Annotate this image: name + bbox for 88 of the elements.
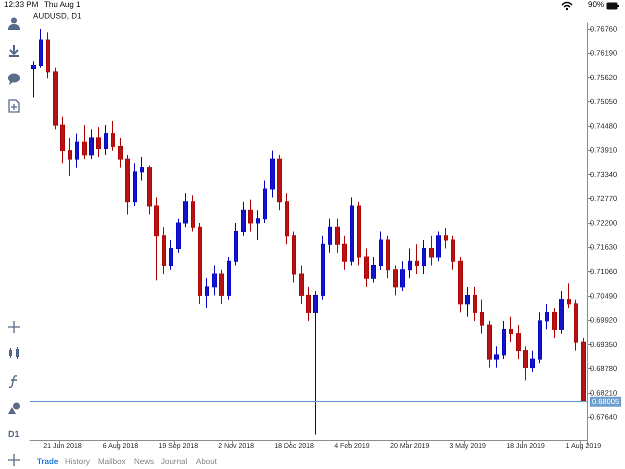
candlestick <box>458 256 463 313</box>
text: Trade <box>37 457 58 466</box>
candlestick <box>357 201 361 266</box>
candlestick <box>530 350 535 372</box>
candlestick <box>400 260 405 292</box>
candlestick <box>321 235 325 300</box>
text: 90% <box>588 0 604 9</box>
text: About <box>196 457 217 466</box>
candlestick <box>227 256 231 300</box>
candlestick <box>516 324 521 360</box>
candlestick <box>480 299 484 334</box>
candlestick <box>219 269 224 304</box>
candlestick <box>248 199 253 232</box>
candlestick <box>140 156 144 181</box>
text: News <box>134 457 154 466</box>
candlestick <box>422 240 426 275</box>
candlestick <box>162 226 166 275</box>
candlestick <box>393 265 398 296</box>
candlestick <box>234 222 238 266</box>
candlestick <box>53 67 58 130</box>
candlestick <box>125 154 130 215</box>
candlestick <box>567 282 571 309</box>
candlestick <box>111 120 115 152</box>
candlestick <box>39 28 43 68</box>
candlestick <box>444 228 448 250</box>
text: Thu Aug 1 <box>44 0 80 9</box>
candlestick <box>371 256 376 284</box>
candlestick <box>538 312 542 364</box>
text: Mailbox <box>98 457 126 466</box>
candlestick <box>104 124 108 156</box>
candlestick <box>494 346 499 368</box>
candlestick <box>169 240 173 270</box>
candlestick <box>429 235 434 266</box>
candlestick <box>350 196 354 266</box>
candlestick <box>46 32 50 79</box>
candlestick <box>523 346 528 381</box>
candlestick <box>31 60 36 98</box>
candlestick <box>451 235 455 270</box>
candlestick <box>545 303 549 330</box>
candlestick <box>75 133 79 168</box>
candlestick <box>415 244 419 275</box>
candlestick <box>82 124 87 160</box>
candlestick <box>198 222 202 304</box>
candlestick <box>96 126 101 158</box>
candlestick <box>154 196 159 281</box>
candlestick <box>335 218 340 254</box>
candlestick <box>379 231 383 270</box>
candlestick <box>364 248 369 288</box>
candlestick <box>89 128 94 160</box>
candlestick <box>183 192 188 228</box>
candlestick <box>473 286 477 322</box>
candlestick <box>292 231 296 284</box>
candlestick <box>313 290 318 435</box>
candlestick <box>205 278 209 309</box>
text: D1 <box>8 429 20 439</box>
candlestick <box>133 162 137 206</box>
candlestick <box>263 180 267 224</box>
candlestick <box>60 116 65 164</box>
candlestick <box>147 165 152 215</box>
candlestick <box>285 192 289 245</box>
text: 12:33 PM <box>4 0 38 9</box>
candlestick <box>118 137 123 168</box>
text: History <box>65 457 90 466</box>
candlestick <box>299 265 304 304</box>
candlestick <box>277 154 282 211</box>
candlestick <box>436 231 441 262</box>
candlestick <box>306 286 311 322</box>
chart-title: AUDUSD, D1 <box>33 12 82 20</box>
candlestick <box>581 337 586 403</box>
candlestick <box>68 137 72 177</box>
candlestick <box>270 150 275 198</box>
candlestick <box>328 218 332 254</box>
text: Journal <box>161 457 188 466</box>
candlestick <box>342 235 347 270</box>
candlestick <box>574 299 578 352</box>
candlestick <box>502 320 506 360</box>
candlestick <box>465 286 470 318</box>
candlestick <box>487 320 492 368</box>
candlestick <box>408 248 412 279</box>
candlestick <box>509 316 513 343</box>
candlestick <box>552 308 557 338</box>
candlestick <box>241 201 246 236</box>
candlestick <box>212 265 217 296</box>
candlestick <box>191 194 195 232</box>
candlestick <box>256 210 260 241</box>
candlestick <box>386 235 390 279</box>
candlestick <box>559 290 564 334</box>
candlestick <box>176 218 181 254</box>
